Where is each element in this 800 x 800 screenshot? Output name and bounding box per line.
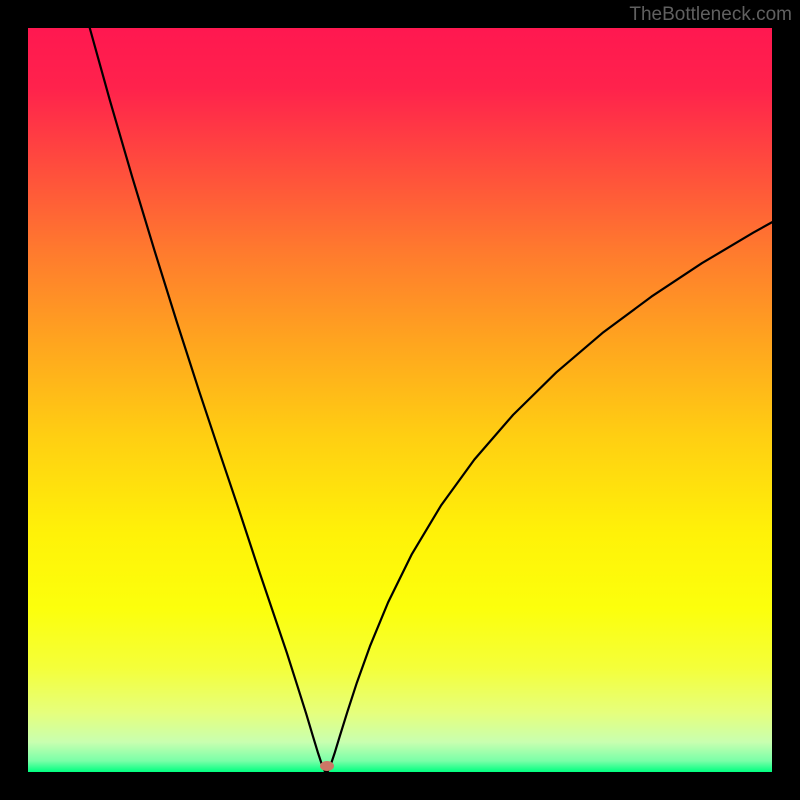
watermark-text: TheBottleneck.com [629,4,792,26]
bottleneck-curve [28,28,772,772]
bottleneck-marker [320,761,334,771]
plot-area [28,28,772,772]
